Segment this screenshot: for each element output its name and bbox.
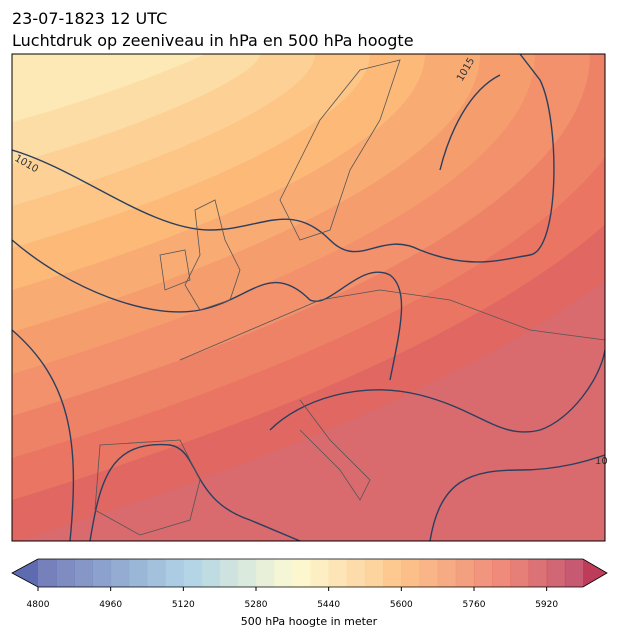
colorbar-swatch xyxy=(274,559,293,587)
colorbar-tick-label: 5600 xyxy=(390,600,413,610)
colorbar-tick-label: 5760 xyxy=(463,600,486,610)
isobar xyxy=(269,349,605,433)
isobar xyxy=(12,239,403,381)
colorbar: 4800 4960 5120 5280 5440 5600 5760 5920 xyxy=(11,558,608,610)
isobar xyxy=(12,54,555,263)
colorbar-swatch xyxy=(401,559,420,587)
coastlines xyxy=(94,59,605,536)
colorbar-extend xyxy=(12,559,38,587)
map-frame xyxy=(11,53,606,542)
coastline xyxy=(299,399,371,501)
colorbar-swatch xyxy=(219,559,239,587)
height-band xyxy=(12,54,205,122)
colorbar-swatch xyxy=(492,559,511,587)
colorbar-swatch xyxy=(165,559,184,587)
colorbar-swatch xyxy=(292,559,311,587)
isobar xyxy=(429,454,605,541)
colorbar-tick-label: 4960 xyxy=(99,600,122,610)
colorbar-label: 500 hPa hoogte in meter xyxy=(241,615,378,628)
colorbar-swatch xyxy=(56,559,75,587)
colorbar-swatch xyxy=(419,559,439,587)
colorbar-swatch xyxy=(455,559,475,587)
colorbar-tick-label: 5120 xyxy=(172,600,195,610)
colorbar-extend xyxy=(583,559,607,587)
colorbar-swatch xyxy=(365,559,384,587)
isobar xyxy=(89,443,301,541)
title: 23-07-1823 12 UTC xyxy=(12,9,167,28)
coastline xyxy=(184,199,241,311)
coastline xyxy=(179,289,605,361)
colorbar-tick-label: 5280 xyxy=(245,600,268,610)
colorbar-swatch xyxy=(38,559,57,587)
colorbar-tick-label: 5440 xyxy=(317,600,340,610)
colorbar-swatch xyxy=(383,559,402,587)
colorbar-swatch xyxy=(74,559,93,587)
coastline xyxy=(94,439,201,536)
colorbar-swatch xyxy=(528,559,548,587)
colorbar-swatch xyxy=(256,559,275,587)
subtitle: Luchtdruk op zeeniveau in hPa en 500 hPa… xyxy=(12,31,414,50)
isobar xyxy=(439,74,501,171)
coastline xyxy=(159,249,191,291)
colorbar-swatch xyxy=(201,559,221,587)
colorbar-swatch xyxy=(564,559,584,587)
colorbar-tick-label: 5920 xyxy=(535,600,558,610)
isobars xyxy=(12,54,605,541)
isobar xyxy=(12,329,75,541)
map xyxy=(12,54,605,541)
colorbar-swatch xyxy=(546,559,566,587)
colorbar-outline xyxy=(11,558,608,588)
coastline xyxy=(279,59,401,241)
colorbar-swatch xyxy=(92,559,112,587)
colorbar-swatch xyxy=(346,559,366,587)
colorbar-swatch xyxy=(437,559,457,587)
colorbar-swatch xyxy=(510,559,529,587)
colorbar-swatch xyxy=(110,559,130,587)
colorbar-swatch xyxy=(183,559,202,587)
colorbar-swatch xyxy=(328,559,348,587)
colorbar-swatch xyxy=(310,559,330,587)
colorbar-swatch xyxy=(474,559,493,587)
colorbar-tick-label: 4800 xyxy=(27,600,50,610)
colorbar-swatch xyxy=(147,559,166,587)
isobar-label: 10 xyxy=(595,456,608,467)
colorbar-swatch xyxy=(128,559,148,587)
colorbar-swatch xyxy=(237,559,257,587)
